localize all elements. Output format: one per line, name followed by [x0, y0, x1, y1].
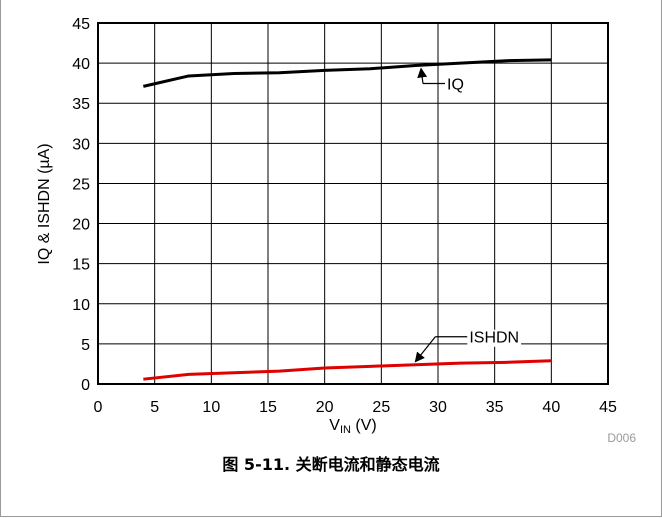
x-tick-label: 40: [542, 399, 560, 416]
x-tick-label: 25: [372, 399, 390, 416]
x-tick-label: 45: [599, 399, 617, 416]
y-tick-label: 0: [81, 377, 90, 394]
series-lines: [142, 58, 552, 381]
annotations: IQ ISHDN: [414, 67, 522, 363]
x-tick-label: 20: [316, 399, 334, 416]
y-axis-label: IQ & ISHDN (µA): [36, 143, 53, 264]
y-tick-label: 10: [72, 297, 90, 314]
x-tick-label: 0: [94, 399, 103, 416]
grid: [97, 22, 609, 385]
tick-labels: 0 5 10 15 20 25 30 35 40 45 0 5 10 15 20 25 30 35 40 45: [72, 16, 617, 416]
series-line-iq: [142, 58, 552, 88]
series-line-ishdn: [143, 359, 552, 381]
y-tick-label: 40: [72, 56, 90, 73]
y-tick-label: 20: [72, 217, 90, 234]
annotation-label: ISHDN: [469, 330, 519, 347]
x-tick-label: 10: [202, 399, 220, 416]
y-tick-label: 45: [72, 16, 90, 33]
x-tick-label: 35: [486, 399, 504, 416]
figure-caption: 图 5-11. 关断电流和静态电流: [222, 455, 440, 474]
x-tick-label: 5: [150, 399, 159, 416]
annotation-label: IQ: [447, 77, 464, 94]
plot-border: [97, 22, 609, 385]
annotation-arrow: [414, 336, 436, 363]
x-tick-label: 30: [429, 399, 447, 416]
x-tick-label: 15: [259, 399, 277, 416]
y-tick-label: 15: [72, 257, 90, 274]
y-tick-label: 25: [72, 176, 90, 193]
x-axis-label: VIN (V): [329, 417, 376, 436]
y-tick-label: 5: [81, 337, 90, 354]
y-tick-label: 35: [72, 96, 90, 113]
annotation-arrow: [417, 67, 428, 84]
y-tick-label: 30: [72, 136, 90, 153]
figure-code: D006: [607, 431, 636, 445]
